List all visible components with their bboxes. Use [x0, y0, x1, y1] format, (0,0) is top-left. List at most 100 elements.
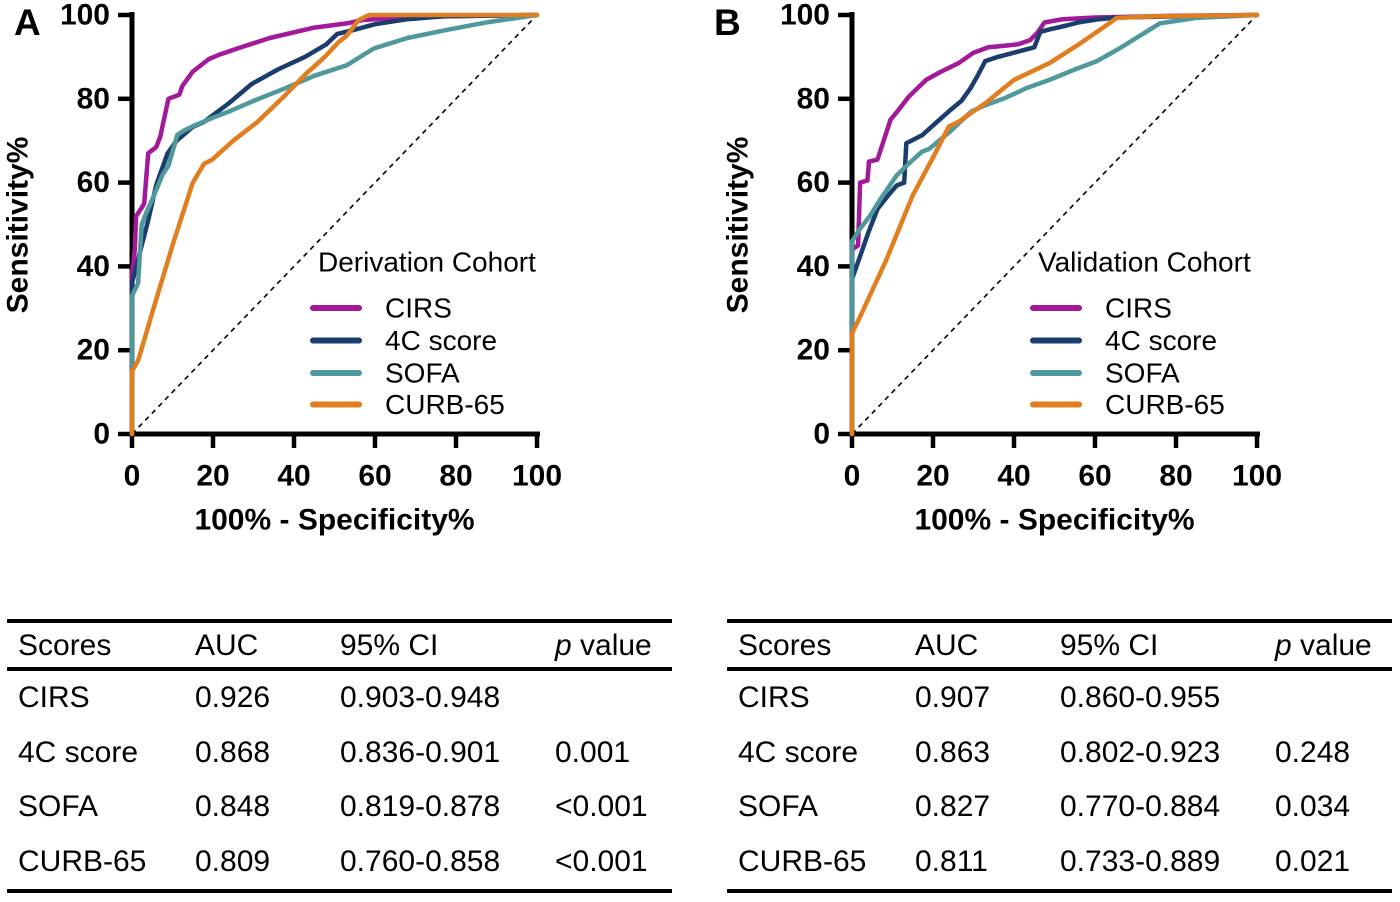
- table-row-cirs: CIRS 0.926 0.903-0.948: [7, 671, 672, 726]
- table-header-scores: Scores: [18, 629, 112, 662]
- roc-curve-4c-score: [849, 12, 1260, 437]
- cell-auc: 0.848: [195, 790, 271, 823]
- table-row-sofa: SOFA 0.827 0.770-0.884 0.034: [727, 780, 1392, 835]
- roc-curve-sofa: [129, 12, 540, 437]
- table-header-scores: Scores: [738, 629, 832, 662]
- table-row-curb-65: CURB-65 0.811 0.733-0.889 0.021: [727, 835, 1392, 890]
- y-tick-label: 40: [797, 250, 830, 283]
- auc-table-derivation: Scores AUC 95% CI p value CIRS 0.926 0.903-0.9…: [7, 619, 672, 893]
- y-tick-label: 100: [60, 0, 110, 32]
- cell-ci: 0.733-0.889: [1060, 844, 1221, 878]
- legend-title: Derivation Cohort: [318, 247, 536, 278]
- legend-label: SOFA: [1105, 358, 1180, 389]
- cell-ci: 0.770-0.884: [1060, 790, 1221, 823]
- table-row-cirs: CIRS 0.907 0.860-0.955: [727, 671, 1392, 726]
- legend-label: SOFA: [385, 358, 460, 389]
- y-tick-label: 0: [813, 418, 830, 451]
- legend-title: Validation Cohort: [1038, 247, 1251, 278]
- table-header-auc: AUC: [915, 629, 979, 662]
- y-tick-label: 20: [77, 334, 110, 367]
- cell-p: <0.001: [555, 790, 648, 823]
- x-tick-label: 40: [997, 460, 1030, 493]
- cell-ci: 0.836-0.901: [340, 735, 501, 769]
- table-row-4c-score: 4C score 0.868 0.836-0.901 0.001: [7, 726, 672, 781]
- y-tick-label: 60: [797, 166, 830, 199]
- x-tick-label: 0: [844, 460, 861, 493]
- roc-curve-cirs: [849, 12, 1260, 437]
- table-row-curb-65: CURB-65 0.809 0.760-0.858 <0.001: [7, 835, 672, 890]
- cell-score: 4C score: [738, 735, 859, 769]
- cell-auc: 0.811: [915, 844, 988, 878]
- cell-p: 0.001: [555, 735, 631, 769]
- y-tick-label: 40: [77, 250, 110, 283]
- panel-a-label: A: [14, 2, 41, 43]
- table-row-4c-score: 4C score 0.863 0.802-0.923 0.248: [727, 726, 1392, 781]
- y-tick-label: 80: [77, 82, 110, 115]
- table-row-sofa: SOFA 0.848 0.819-0.878 <0.001: [7, 780, 672, 835]
- x-tick-label: 100: [512, 460, 562, 493]
- cell-score: SOFA: [18, 790, 99, 823]
- x-tick-label: 40: [277, 460, 310, 493]
- cell-ci: 0.903-0.948: [340, 681, 501, 714]
- cell-ci: 0.760-0.858: [340, 844, 501, 878]
- p-italic: p: [1275, 629, 1292, 662]
- cell-p: 0.021: [1275, 844, 1351, 878]
- table-header-row: Scores AUC 95% CI p value: [727, 623, 1392, 671]
- roc-curve-cirs: [129, 12, 540, 437]
- cell-score: CURB-65: [738, 844, 867, 878]
- x-axis-title: 100% - Specificity%: [194, 504, 474, 537]
- roc-plot-derivation: 0 20 40 60 80 100 0 20 40 60 80 100 100% - Specifici…: [2, 0, 563, 537]
- p-italic: p: [555, 629, 572, 662]
- cell-auc: 0.863: [915, 735, 991, 769]
- legend-label: CURB-65: [385, 389, 505, 420]
- roc-curve-curb-65: [129, 12, 540, 437]
- roc-curve-curb-65: [849, 12, 1260, 437]
- x-axis-title: 100% - Specificity%: [914, 504, 1194, 537]
- y-tick-label: 60: [77, 166, 110, 199]
- table-header-p-value: p value: [555, 623, 652, 669]
- x-tick-label: 60: [358, 460, 391, 493]
- x-tick-label: 100: [1232, 460, 1282, 493]
- cell-score: CIRS: [738, 681, 810, 714]
- table-header-row: Scores AUC 95% CI p value: [7, 623, 672, 671]
- table-header-p-value: p value: [1275, 623, 1372, 669]
- legend-label: CURB-65: [1105, 389, 1225, 420]
- y-tick-label: 20: [797, 334, 830, 367]
- x-tick-label: 60: [1078, 460, 1111, 493]
- cell-score: CIRS: [18, 681, 90, 714]
- table-header-95-ci: 95% CI: [1060, 629, 1159, 662]
- x-tick-label: 20: [196, 460, 229, 493]
- cell-ci: 0.860-0.955: [1060, 681, 1221, 714]
- p-rest: value: [571, 629, 652, 662]
- y-tick-label: 100: [780, 0, 830, 32]
- cell-ci: 0.819-0.878: [340, 790, 501, 823]
- legend-label: CIRS: [1105, 293, 1172, 324]
- x-tick-label: 0: [124, 460, 141, 493]
- table-header-auc: AUC: [195, 629, 259, 662]
- cell-score: CURB-65: [18, 844, 147, 878]
- y-axis-title: Sensitivity%: [722, 137, 755, 314]
- chance-diagonal-line: [851, 14, 1258, 435]
- cell-p: 0.248: [1275, 735, 1351, 769]
- legend-label: CIRS: [385, 293, 452, 324]
- x-tick-label: 80: [439, 460, 472, 493]
- chance-diagonal-line: [131, 14, 538, 435]
- panel-b-label: B: [714, 2, 741, 43]
- legend-label: 4C score: [1105, 325, 1217, 356]
- cell-score: SOFA: [738, 790, 819, 823]
- legend-label: 4C score: [385, 325, 497, 356]
- y-axis-title: Sensitivity%: [2, 137, 35, 314]
- roc-plot-validation: 0 20 40 60 80 100 0 20 40 60 80 100 100% - Specifici…: [722, 0, 1283, 537]
- roc-curve-4c-score: [129, 12, 540, 437]
- cell-auc: 0.926: [195, 681, 271, 714]
- cell-p: <0.001: [555, 844, 648, 878]
- cell-auc: 0.809: [195, 844, 271, 878]
- y-tick-label: 80: [797, 82, 830, 115]
- auc-table-validation: Scores AUC 95% CI p value CIRS 0.907 0.860-0.9…: [727, 619, 1392, 893]
- y-tick-label: 0: [93, 418, 110, 451]
- cell-ci: 0.802-0.923: [1060, 735, 1221, 769]
- x-tick-label: 20: [916, 460, 949, 493]
- cell-auc: 0.907: [915, 681, 991, 714]
- cell-auc: 0.868: [195, 735, 271, 769]
